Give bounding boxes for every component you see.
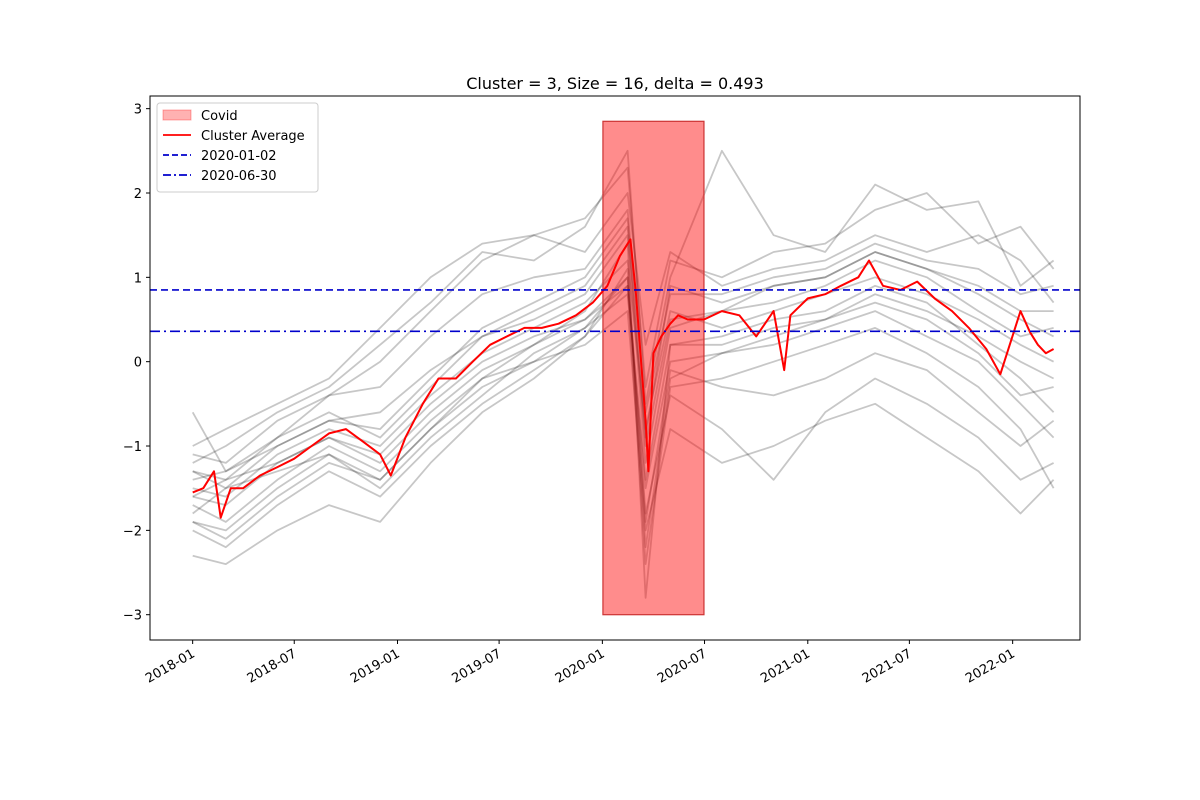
member-series-line <box>192 217 1054 490</box>
member-series-line <box>192 276 1055 532</box>
y-axis: −3 −2 −1 0 1 2 3 <box>123 103 150 624</box>
cluster-average-line <box>192 238 1055 519</box>
y-tick-label: −2 <box>123 524 142 539</box>
legend: Covid Cluster Average 2020-01-02 2020-06-30 <box>156 102 319 193</box>
legend-swatch-covid <box>162 109 192 121</box>
legend-label: 2020-06-30 <box>201 169 277 184</box>
legend-box <box>156 102 319 193</box>
member-series-line <box>192 268 1055 549</box>
member-series-line <box>192 192 1055 447</box>
chart-title: Cluster = 3, Size = 16, delta = 0.493 <box>466 74 764 93</box>
member-series-line <box>192 284 1055 565</box>
y-tick-label: 2 <box>134 187 142 202</box>
member-series-line <box>192 310 1055 532</box>
plot-area <box>150 120 1080 616</box>
member-series-line <box>192 242 1055 599</box>
y-tick-label: 3 <box>134 103 142 118</box>
member-series-line <box>192 284 1055 498</box>
reference-lines-group <box>150 289 1080 333</box>
member-series-line <box>192 293 1054 515</box>
axes-frame <box>149 95 1081 641</box>
cluster-average-group <box>192 238 1055 519</box>
member-series-line <box>192 234 1054 481</box>
member-series-line <box>192 149 1055 464</box>
legend-label: Cluster Average <box>201 129 305 144</box>
legend-label: Covid <box>201 109 238 124</box>
member-series-line <box>192 225 1055 481</box>
y-tick-label: −3 <box>123 609 142 624</box>
legend-label: 2020-01-02 <box>201 149 277 164</box>
member-series-group <box>191 149 1055 599</box>
y-tick-label: 1 <box>134 271 142 286</box>
member-series-line <box>191 166 1055 473</box>
y-tick-label: −1 <box>123 440 142 455</box>
member-series-line <box>192 276 1055 515</box>
y-tick-label: 0 <box>134 356 142 371</box>
